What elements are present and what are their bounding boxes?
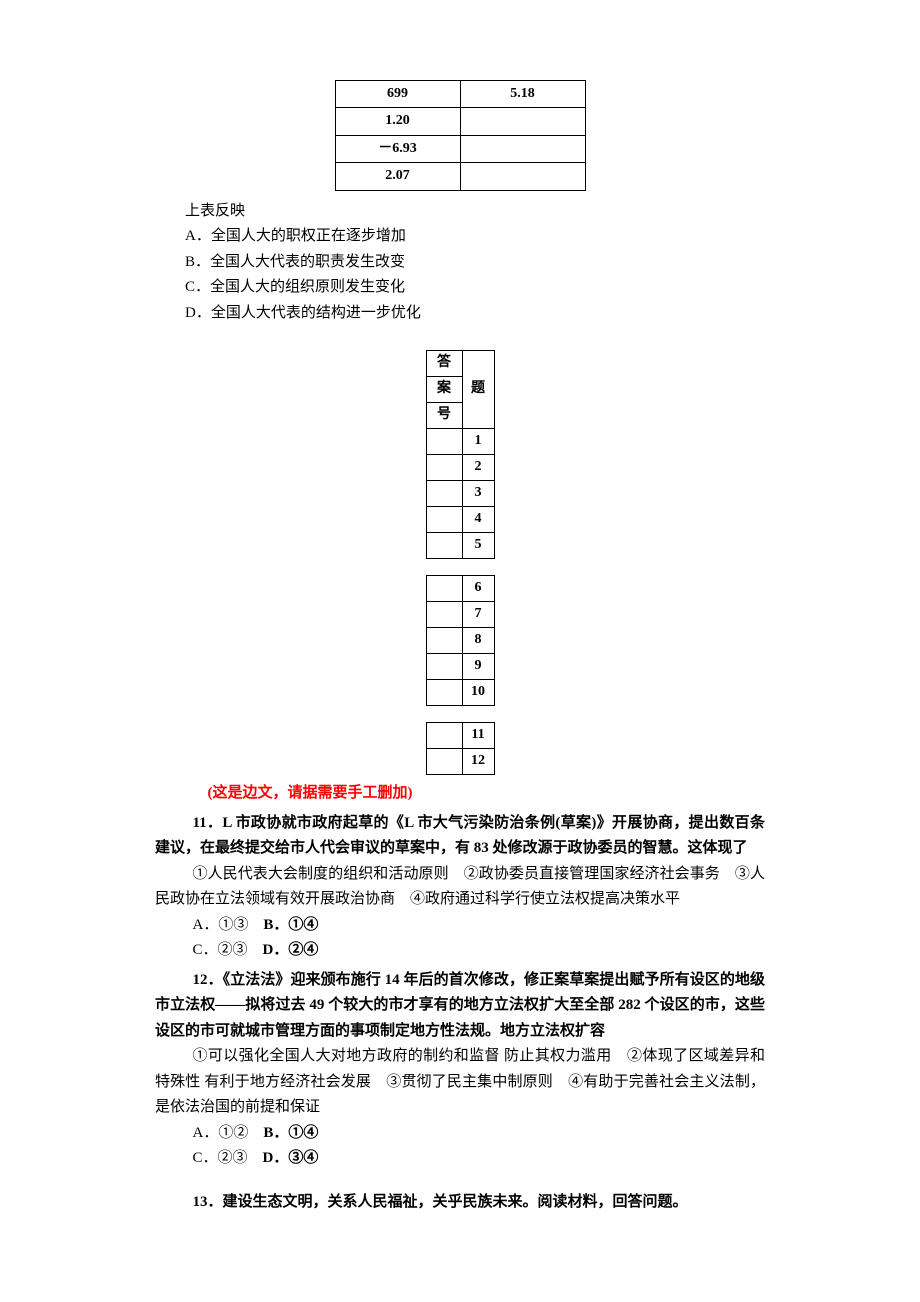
answer-blank [426,429,462,455]
q12-opt-d: D．③④ [263,1150,319,1166]
answer-blank [426,481,462,507]
margin-note-red: (这是边文，请据需要手工删加) [155,781,765,807]
answer-num: 1 [462,429,494,455]
q11-opt-c: C．②③ [193,942,248,958]
answer-num: 12 [462,749,494,775]
q11-text: 11．L 市政协就市政府起草的《L 市大气污染防治条例(草案)》开展协商，提出数… [155,811,765,862]
answer-header-char: 案 [426,377,462,403]
data-table-top: 699 5.18 1.20 －6.93 2.07 [335,80,586,191]
q11-stems: ①人民代表大会制度的组织和活动原则 ②政协委员直接管理国家经济社会事务 ③人民政… [155,862,765,913]
answer-num: 11 [462,723,494,749]
question-11: 11．L 市政协就市政府起草的《L 市大气污染防治条例(草案)》开展协商，提出数… [155,811,765,964]
option-a: A．全国人大的职权正在逐步增加 [155,224,765,250]
answer-blank [426,628,462,654]
q12-stems: ①可以强化全国人大对地方政府的制约和监督 防止其权力滥用 ②体现了区域差异和特殊… [155,1044,765,1121]
answer-blank [426,576,462,602]
answer-blank [426,602,462,628]
answer-blank [426,680,462,706]
answer-table-group3: 11 12 [426,722,495,775]
answer-header-char: 答 [426,351,462,377]
q11-opt-a: A．①③ [193,917,249,933]
answer-blank [426,749,462,775]
q13-full: 13．建设生态文明，关系人民福祉，关乎民族未来。阅读材料，回答问题。 [193,1194,688,1210]
q12-options-line2: C．②③ D．③④ [155,1146,765,1172]
question-12: 12．《立法法》迎来颁布施行 14 年后的首次修改，修正案草案提出赋予所有设区的… [155,968,765,1172]
table1-cell: 2.07 [335,163,460,190]
answer-num: 7 [462,602,494,628]
question-13: 13．建设生态文明，关系人民福祉，关乎民族未来。阅读材料，回答问题。 [155,1190,765,1216]
table1-cell: 5.18 [460,81,585,108]
answer-num: 9 [462,654,494,680]
table1-cell [460,135,585,162]
answer-table-group1: 答 题 案 号 1 2 3 4 5 [426,350,495,559]
q12-opt-b: B．①④ [263,1125,318,1141]
answer-header-right: 题 [462,351,494,429]
answer-num: 3 [462,481,494,507]
q11-opt-b: B．①④ [263,917,318,933]
q12-opt-c: C．②③ [193,1150,248,1166]
option-c: C．全国人大的组织原则发生变化 [155,275,765,301]
answer-blank [426,533,462,559]
answer-num: 6 [462,576,494,602]
option-b: B．全国人大代表的职责发生改变 [155,250,765,276]
q12-full: 12．《立法法》迎来颁布施行 14 年后的首次修改，修正案草案提出赋予所有设区的… [155,972,765,1039]
answer-num: 5 [462,533,494,559]
table1-cell: 699 [335,81,460,108]
answer-num: 4 [462,507,494,533]
answer-blank [426,654,462,680]
answer-blank [426,723,462,749]
reflect-label: 上表反映 [155,199,765,225]
answer-table-group2: 6 7 8 9 10 [426,575,495,706]
answer-blank [426,455,462,481]
q12-opt-a: A．①② [193,1125,249,1141]
answer-num: 2 [462,455,494,481]
option-d: D．全国人大代表的结构进一步优化 [155,301,765,327]
table1-cell: 1.20 [335,108,460,135]
table1-cell [460,163,585,190]
answer-num: 10 [462,680,494,706]
table1-cell: －6.93 [335,135,460,162]
answer-blank [426,507,462,533]
answer-num: 8 [462,628,494,654]
q11-opt-d: D．②④ [263,942,319,958]
answer-header-char: 号 [426,403,462,429]
q13-text: 13．建设生态文明，关系人民福祉，关乎民族未来。阅读材料，回答问题。 [155,1190,765,1216]
q11-options-line1: A．①③ B．①④ [155,913,765,939]
q11-full: 11．L 市政协就市政府起草的《L 市大气污染防治条例(草案)》开展协商，提出数… [155,815,765,857]
q11-options-line2: C．②③ D．②④ [155,938,765,964]
q12-options-line1: A．①② B．①④ [155,1121,765,1147]
q12-text: 12．《立法法》迎来颁布施行 14 年后的首次修改，修正案草案提出赋予所有设区的… [155,968,765,1045]
table1-cell [460,108,585,135]
